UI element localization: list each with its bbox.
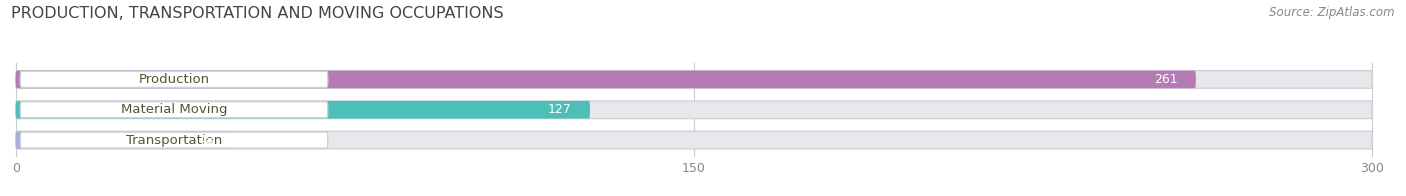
FancyBboxPatch shape — [15, 131, 233, 149]
FancyBboxPatch shape — [15, 71, 1372, 88]
FancyBboxPatch shape — [15, 71, 1197, 88]
Text: Material Moving: Material Moving — [121, 103, 228, 116]
Text: 261: 261 — [1154, 73, 1178, 86]
Text: Production: Production — [138, 73, 209, 86]
FancyBboxPatch shape — [20, 102, 328, 118]
Text: PRODUCTION, TRANSPORTATION AND MOVING OCCUPATIONS: PRODUCTION, TRANSPORTATION AND MOVING OC… — [11, 6, 503, 21]
FancyBboxPatch shape — [15, 131, 1372, 149]
Text: 48: 48 — [198, 134, 215, 147]
FancyBboxPatch shape — [15, 101, 1372, 119]
Text: 127: 127 — [548, 103, 572, 116]
FancyBboxPatch shape — [20, 71, 328, 87]
Text: Source: ZipAtlas.com: Source: ZipAtlas.com — [1270, 6, 1395, 19]
FancyBboxPatch shape — [20, 132, 328, 148]
Text: Transportation: Transportation — [127, 134, 222, 147]
FancyBboxPatch shape — [15, 101, 591, 119]
